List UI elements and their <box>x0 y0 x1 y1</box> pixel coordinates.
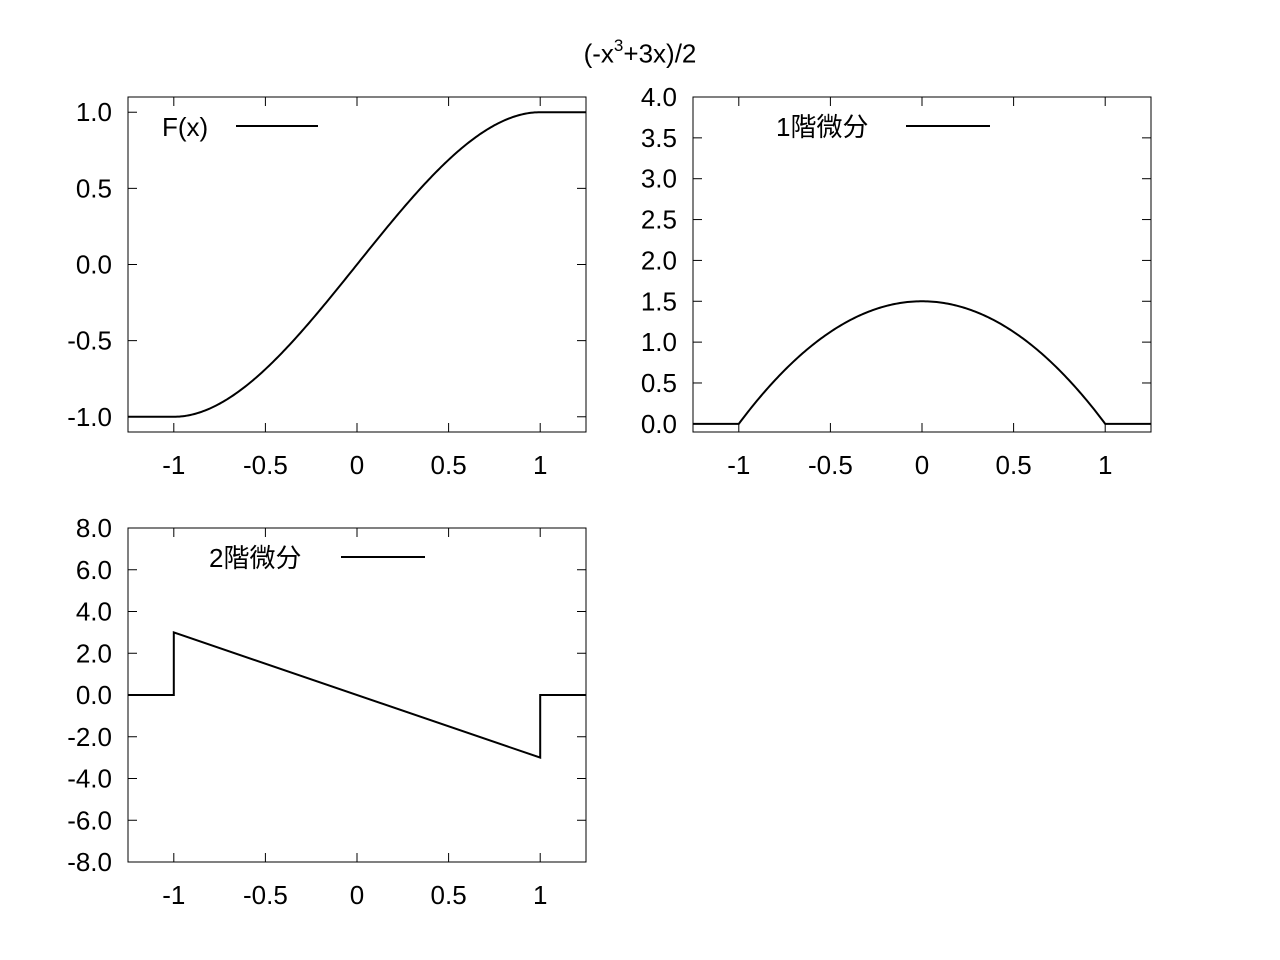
y-tick-label: -2.0 <box>67 722 112 752</box>
x-tick-label: -1 <box>162 880 185 910</box>
x-tick-label: 1 <box>533 450 547 480</box>
x-tick-label: 0 <box>915 450 929 480</box>
y-tick-label: 0.0 <box>76 250 112 280</box>
y-tick-label: 2.0 <box>76 638 112 668</box>
x-tick-label: 1 <box>1098 450 1112 480</box>
y-tick-label: 8.0 <box>76 513 112 543</box>
y-tick-label: 1.0 <box>641 327 677 357</box>
y-tick-label: 0.5 <box>641 368 677 398</box>
y-tick-label: 4.0 <box>76 597 112 627</box>
y-tick-label: 0.0 <box>641 409 677 439</box>
y-tick-label: 3.0 <box>641 164 677 194</box>
legend-label: 1階微分 <box>776 112 868 142</box>
title-suffix: +3x)/2 <box>623 38 697 69</box>
y-tick-label: 0.0 <box>76 680 112 710</box>
x-tick-label: 0 <box>350 880 364 910</box>
y-tick-label: -4.0 <box>67 764 112 794</box>
x-tick-label: -0.5 <box>808 450 853 480</box>
legend-label: 2階微分 <box>209 543 301 573</box>
plot-frame <box>692 96 1152 433</box>
x-tick-label: -1 <box>162 450 185 480</box>
y-tick-label: 2.0 <box>641 245 677 275</box>
x-tick-label: -1 <box>727 450 750 480</box>
y-tick-label: 4.0 <box>641 82 677 112</box>
series-line <box>128 111 586 418</box>
plot-first-derivative: -1 -0.5 0 0.5 1 0.0 0.5 1.0 1.5 2.0 2.5 3.0 3.5 4.0 1階… <box>641 82 1152 480</box>
series-line <box>128 630 586 760</box>
y-tick-label: 1.0 <box>76 97 112 127</box>
plot-function: -1 -0.5 0 0.5 1 -1.0 -0.5 0.0 0.5 1.0 F(x) <box>67 96 587 480</box>
x-tick-label: 0 <box>350 450 364 480</box>
y-tick-label: -0.5 <box>67 326 112 356</box>
x-tick-label: -0.5 <box>243 450 288 480</box>
x-tick-label: 0.5 <box>431 880 467 910</box>
y-tick-label: 2.5 <box>641 205 677 235</box>
figure-title: (-x3+3x)/2 <box>0 30 1280 72</box>
x-tick-label: -0.5 <box>243 880 288 910</box>
y-tick-label: 0.5 <box>76 173 112 203</box>
series-line <box>693 300 1151 425</box>
y-tick-label: -6.0 <box>67 805 112 835</box>
x-tick-label: 0.5 <box>996 450 1032 480</box>
y-tick-label: 6.0 <box>76 555 112 585</box>
x-tick-label: 0.5 <box>431 450 467 480</box>
y-tick-label: 1.5 <box>641 286 677 316</box>
x-tick-label: 1 <box>533 880 547 910</box>
y-tick-label: -1.0 <box>67 402 112 432</box>
title-prefix: (-x <box>583 38 614 69</box>
title-superscript: 3 <box>613 36 624 55</box>
y-tick-label: 3.5 <box>641 123 677 153</box>
plot-second-derivative: -1 -0.5 0 0.5 1 -8.0 -6.0 -4.0 -2.0 0.0 2.0 4.0 6.0 8… <box>67 513 587 910</box>
legend-label: F(x) <box>162 112 208 142</box>
y-tick-label: -8.0 <box>67 847 112 877</box>
